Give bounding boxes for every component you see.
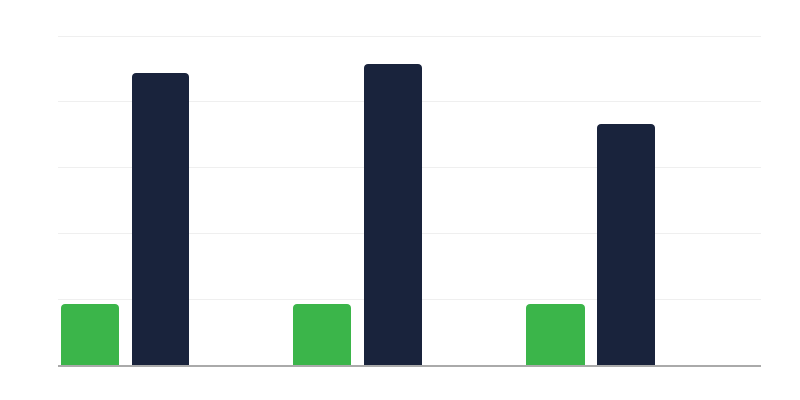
gridline-0 (58, 36, 761, 37)
bar-group-1-series-b[interactable] (132, 73, 189, 365)
bar-group-3-series-a[interactable] (526, 304, 585, 365)
bar-group-1-series-a[interactable] (61, 304, 119, 365)
x-axis-line (58, 365, 761, 367)
bar-group-3-series-b[interactable] (597, 124, 655, 365)
bar-group-2-series-b[interactable] (364, 64, 422, 365)
bar-group-2-series-a[interactable] (293, 304, 351, 365)
